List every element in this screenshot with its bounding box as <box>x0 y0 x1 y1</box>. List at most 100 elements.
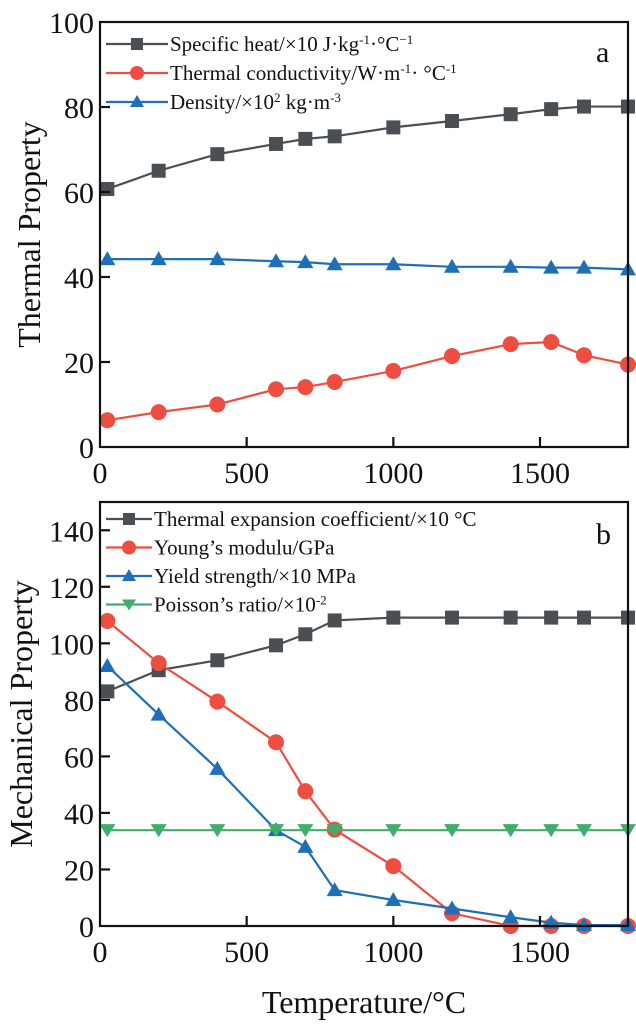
data-point <box>326 882 343 897</box>
legend-item: Specific heat/×10 J·kg-1·°C−1 <box>106 32 413 57</box>
legend-text-part: Thermal conductivity/W·m <box>170 61 400 85</box>
data-point <box>444 348 460 365</box>
y-tick-label: 60 <box>64 741 94 774</box>
data-point <box>100 684 115 699</box>
y-tick-label: 140 <box>49 515 94 548</box>
y-tick-label: 40 <box>64 262 94 295</box>
data-point <box>544 610 559 625</box>
data-point <box>209 396 226 413</box>
x-tick-label: 1000 <box>363 936 423 969</box>
series-2 <box>99 657 636 932</box>
data-point <box>385 362 402 379</box>
legend-marker-icon <box>131 38 143 50</box>
series-0 <box>100 610 635 699</box>
data-point <box>544 102 559 117</box>
series-2 <box>99 251 636 276</box>
data-point <box>99 657 116 672</box>
data-point <box>209 760 226 775</box>
data-point <box>209 693 226 710</box>
legend-superscript: -1 <box>359 32 370 47</box>
legend-item: Thermal expansion coefficient/×10 °C <box>106 507 477 531</box>
x-tick-label: 1000 <box>363 457 423 490</box>
data-point <box>444 258 460 273</box>
series-line <box>107 340 629 422</box>
y-tick-label: 20 <box>64 347 94 380</box>
legend-text-part: kg·m <box>281 90 331 114</box>
data-point <box>386 610 401 625</box>
data-point <box>543 259 560 274</box>
data-point <box>297 783 314 800</box>
data-point <box>543 334 560 351</box>
data-point <box>99 824 116 838</box>
series-group <box>99 99 636 429</box>
legend-marker-icon <box>130 95 144 107</box>
data-point <box>385 891 402 906</box>
legend-label: Poisson’s ratio/×10-2 <box>154 592 327 617</box>
data-point <box>576 917 592 932</box>
y-tick-label: 80 <box>64 92 94 125</box>
data-point <box>444 900 460 915</box>
legend-item: Young’s modulu/GPa <box>106 536 335 560</box>
data-point <box>577 610 591 625</box>
panel-label: b <box>596 518 611 551</box>
data-point <box>503 610 518 625</box>
data-point <box>385 256 402 271</box>
data-point <box>576 824 592 838</box>
data-point <box>386 120 401 135</box>
series-1 <box>99 334 636 429</box>
data-point <box>297 838 314 853</box>
series-line <box>106 105 628 191</box>
legend-item: Poisson’s ratio/×10-2 <box>106 592 327 617</box>
data-point <box>298 131 313 146</box>
data-point <box>269 638 283 653</box>
data-point <box>576 347 592 364</box>
legend-item: Yield strength/×10 MPa <box>106 564 357 588</box>
legend-superscript: -2 <box>316 592 327 607</box>
legend-marker-icon <box>122 540 136 555</box>
legend-superscript: -3 <box>330 90 341 105</box>
data-point <box>99 251 116 266</box>
plot-frame <box>98 20 630 449</box>
data-point <box>268 824 284 838</box>
data-point <box>268 381 284 398</box>
x-tick-label: 0 <box>93 457 108 490</box>
series-line <box>106 665 628 927</box>
data-point <box>385 824 402 838</box>
legend-label: Density/×102 kg·m-3 <box>170 90 341 115</box>
data-point <box>543 824 560 838</box>
legend-label: Specific heat/×10 J·kg-1·°C−1 <box>170 32 413 57</box>
series-0 <box>100 99 635 197</box>
data-point <box>268 734 284 751</box>
data-point <box>150 404 167 421</box>
x-tick-label: 1500 <box>510 457 570 490</box>
data-point <box>502 909 519 924</box>
y-tick-label: 0 <box>79 911 94 944</box>
data-point <box>269 136 283 151</box>
legend-label: Thermal expansion coefficient/×10 °C <box>154 507 477 531</box>
plot-frame <box>98 500 630 928</box>
legend-text-part: Young’s modulu/GPa <box>154 536 335 560</box>
legend-item: Density/×102 kg·m-3 <box>106 90 341 115</box>
legend-superscript: -1 <box>400 61 411 76</box>
y-tick-label: 40 <box>64 798 94 831</box>
data-point <box>502 336 519 353</box>
data-point <box>444 824 460 838</box>
y-tick-label: 60 <box>64 177 94 210</box>
data-point <box>150 706 167 721</box>
data-point <box>327 613 342 628</box>
x-axis-title: Temperature/°C <box>262 984 466 1020</box>
legend-text-part: · °C <box>411 61 446 85</box>
data-point <box>150 824 167 838</box>
data-point <box>268 253 284 268</box>
panel-b-mechanical-property-chart: 0 20 40 60 80 100 120 140 0 500 1000 1500 Mechanical… <box>3 500 636 1020</box>
legend-marker-icon <box>122 599 136 611</box>
x-tick-label: 0 <box>93 936 108 969</box>
data-point <box>502 824 519 838</box>
data-point <box>576 259 592 274</box>
data-point <box>150 655 167 672</box>
data-point <box>209 251 226 266</box>
legend-text-part: Specific heat/×10 J·kg <box>170 32 360 56</box>
y-tick-label: 0 <box>79 432 94 465</box>
data-point <box>99 613 116 630</box>
